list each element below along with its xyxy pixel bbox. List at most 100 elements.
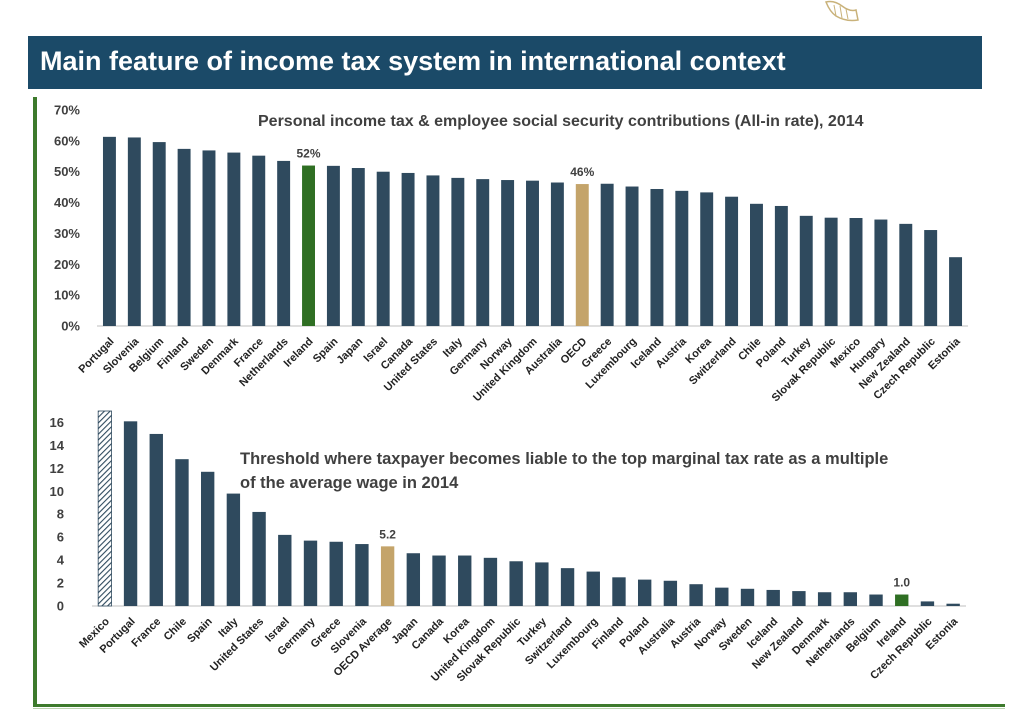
chart-2-bar-austria <box>689 584 703 606</box>
chart-1-ytick-label: 0% <box>61 319 80 334</box>
chart-2-bar-turkey <box>535 562 549 606</box>
chart-1-bar-mexico <box>849 218 863 326</box>
chart-1-category-label: Japan <box>334 335 365 366</box>
chart-2-ytick-label: 6 <box>57 530 64 545</box>
chart-2-bar-united-kingdom <box>483 557 498 606</box>
chart-2-ytick-label: 4 <box>57 553 65 568</box>
chart-2-bar-estonia <box>946 603 960 606</box>
chart-2-ytick-label: 10 <box>50 484 64 499</box>
chart-2-bar-ireland <box>895 594 909 606</box>
chart-2-bar-finland <box>612 577 626 606</box>
chart-2-bar-greece <box>329 541 343 606</box>
chart-2-ytick-label: 0 <box>57 599 64 614</box>
chart-1-bar-oecd <box>575 184 589 326</box>
chart-1-bar-denmark <box>227 152 241 326</box>
chart-2-bar-canada <box>432 555 446 606</box>
chart-2-ytick-label: 14 <box>50 438 65 453</box>
chart-1-bar-hungary <box>874 219 888 326</box>
chart-2-bar-slovenia <box>355 544 369 606</box>
chart-1-title: Personal income tax & employee social se… <box>258 113 864 130</box>
chart-2-category-label: France <box>129 616 163 650</box>
chart-2-bar-slovak-republic <box>509 561 523 606</box>
chart-1-bar-portugal <box>102 136 116 326</box>
chart-2-bar-luxembourg <box>586 571 600 606</box>
chart-1-bar-korea <box>700 192 714 326</box>
chart-2-ytick-label: 8 <box>57 507 64 522</box>
chart-1-bar-united-states <box>426 175 440 326</box>
chart-2-bar-oecd-average <box>380 546 395 606</box>
chart-1-ytick-label: 70% <box>54 103 80 118</box>
chart-1-bar-slovenia <box>127 137 141 326</box>
chart-2-bar-portugal <box>123 421 138 606</box>
chart-1-bar-turkey <box>799 215 813 326</box>
chart-2-title: Threshold where taxpayer becomes liable … <box>240 450 888 468</box>
chart-1-bar-japan <box>351 168 365 326</box>
chart-1-bar-new-zealand <box>899 223 913 326</box>
chart-1-bar-italy <box>451 177 465 326</box>
chart-2-bar-israel <box>278 534 292 606</box>
bottom-accent-rule-light <box>33 708 1005 709</box>
chart-2-bar-poland <box>637 579 652 606</box>
chart-1-bar-iceland <box>650 188 664 326</box>
chart-1-ytick-label: 30% <box>54 226 80 241</box>
chart-2-bar-mexico <box>97 410 112 607</box>
left-accent-rule <box>33 97 37 707</box>
chart-2-bar-france <box>149 433 163 606</box>
chart-1-bar-poland <box>774 205 788 326</box>
chart-1-bar-switzerland <box>725 196 739 326</box>
chart-2-ytick-label: 2 <box>57 576 64 591</box>
chart-1-bar-austria <box>675 190 689 326</box>
chart-1-bar-czech-republic <box>924 230 938 326</box>
chart-1-bar-france <box>252 155 266 326</box>
chart-2-category-label: Chile <box>162 616 190 644</box>
chart-2-bar-australia <box>663 580 678 606</box>
chart-1-bar-chile <box>750 203 763 326</box>
bottom-accent-rule <box>33 704 1005 707</box>
page-title: Main feature of income tax system in int… <box>40 46 786 76</box>
chart-2-bar-iceland <box>766 589 780 606</box>
title-bar: Main feature of income tax system in int… <box>28 36 982 89</box>
chart-2-bar-italy <box>226 493 241 606</box>
chart-2-category-label: Spain <box>185 615 215 645</box>
chart-2-bar-new-zealand <box>792 591 806 606</box>
chart-1-bar-finland <box>177 148 191 326</box>
chart-1-ytick-label: 40% <box>54 195 80 210</box>
chart-1-bar-norway <box>501 180 515 326</box>
chart-2-bar-chile <box>175 459 189 606</box>
chart-1-data-label: 46% <box>570 165 594 179</box>
chart-2-bar-united-states <box>252 511 266 606</box>
chart-1-ytick-label: 60% <box>54 133 80 148</box>
chart-2-bar-germany <box>303 540 318 606</box>
chart-1-bar-spain <box>326 165 340 326</box>
chart-1-ytick-label: 20% <box>54 257 80 272</box>
chart-2-bar-denmark <box>817 592 832 606</box>
chart-1-ytick-label: 10% <box>54 288 80 303</box>
chart-1-bar-germany <box>476 179 490 326</box>
chart-1-bar-greece <box>600 183 614 326</box>
chart-2-bar-czech-republic <box>920 601 935 606</box>
chart-2-bar-switzerland <box>560 568 575 606</box>
chart-1-bar-united-kingdom <box>526 180 539 326</box>
chart-1-bar-australia <box>550 182 564 326</box>
chart-1-bar-slovak-republic <box>824 217 838 326</box>
chart-1-bar-canada <box>401 172 415 326</box>
chart-2-bar-japan <box>406 553 421 606</box>
chart-1-bar-belgium <box>152 142 166 326</box>
chart-2-bar-norway <box>715 587 729 606</box>
chart-2-bar-spain <box>200 471 215 606</box>
chart-2-bar-netherlands <box>843 592 858 606</box>
chart-2-title: of the average wage in 2014 <box>240 474 459 492</box>
harp-logo-icon <box>824 0 859 22</box>
chart-1-bar-estonia <box>949 257 963 326</box>
chart-2-ytick-label: 16 <box>50 415 64 430</box>
chart-1-bar-sweden <box>202 150 216 326</box>
chart-2-data-label: 1.0 <box>893 576 910 590</box>
chart-1-ytick-label: 50% <box>54 164 80 179</box>
chart-2-bar-sweden <box>740 588 755 606</box>
chart-1-bar-luxembourg <box>625 186 639 326</box>
chart-2-ytick-label: 12 <box>50 461 64 476</box>
chart-2-data-label: 5.2 <box>379 527 396 541</box>
chart-1-data-label: 52% <box>297 147 321 161</box>
chart-2-bar-korea <box>458 555 472 606</box>
